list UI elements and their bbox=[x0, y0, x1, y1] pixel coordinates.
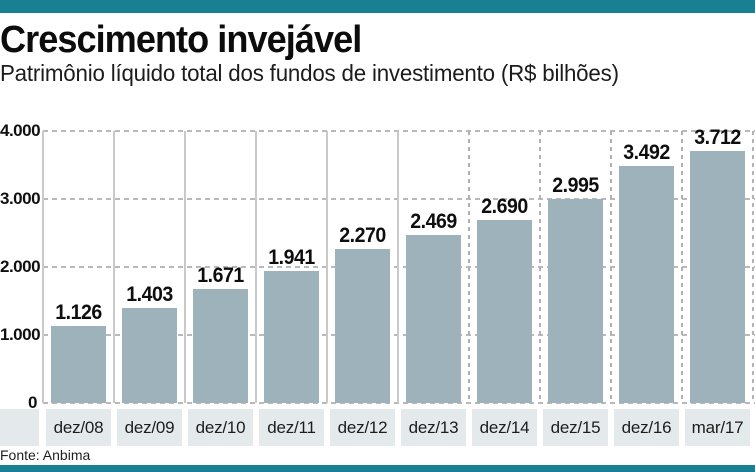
x-axis-label: dez/13 bbox=[401, 409, 466, 446]
bar-value-label: 3.712 bbox=[694, 126, 741, 149]
x-axis-label: dez/15 bbox=[543, 409, 608, 446]
bar-value-label: 2.995 bbox=[552, 174, 599, 197]
gridline-1.000 bbox=[43, 334, 755, 336]
chart-title: Crescimento invejável bbox=[0, 19, 362, 61]
bar-value-label: 1.941 bbox=[268, 246, 315, 269]
column-separator bbox=[397, 131, 399, 403]
x-axis-label: mar/17 bbox=[685, 409, 750, 446]
column-separator bbox=[681, 131, 683, 403]
x-axis-label: dez/11 bbox=[259, 409, 324, 446]
y-axis-label: 0 bbox=[28, 393, 37, 412]
bar-dez/11 bbox=[264, 271, 319, 403]
source-note: Fonte: Anbima bbox=[0, 447, 91, 463]
bar-dez/14 bbox=[477, 220, 532, 403]
bar-dez/12 bbox=[335, 249, 390, 403]
y-axis-line bbox=[42, 131, 44, 403]
bar-value-label: 2.270 bbox=[339, 224, 386, 247]
y-axis-label: 4.000 bbox=[0, 121, 41, 140]
x-axis-label: dez/14 bbox=[472, 409, 537, 446]
bar-value-label: 1.671 bbox=[197, 264, 244, 287]
top-accent-rule bbox=[0, 0, 755, 13]
column-separator bbox=[539, 131, 541, 403]
gridline-0 bbox=[43, 402, 755, 404]
x-axis-label: dez/12 bbox=[330, 409, 395, 446]
gridline-3.000 bbox=[43, 198, 755, 200]
bar-mar/17 bbox=[690, 151, 745, 403]
y-axis-label: 1.000 bbox=[0, 325, 41, 344]
y-axis-label: 3.000 bbox=[0, 189, 41, 208]
column-separator bbox=[610, 131, 612, 403]
bar-value-label: 2.469 bbox=[410, 210, 457, 233]
x-axis-label: dez/09 bbox=[117, 409, 182, 446]
y-axis-label: 2.000 bbox=[0, 257, 41, 276]
x-axis-label: dez/10 bbox=[188, 409, 253, 446]
bar-dez/16 bbox=[619, 166, 674, 403]
column-separator bbox=[113, 131, 115, 403]
column-separator bbox=[468, 131, 470, 403]
bottom-accent-rule bbox=[0, 465, 755, 472]
chart-subtitle: Patrimônio líquido total dos fundos de i… bbox=[0, 60, 619, 86]
column-separator bbox=[184, 131, 186, 403]
axis-band-corner-cell bbox=[0, 409, 39, 446]
x-axis-label: dez/08 bbox=[46, 409, 111, 446]
bar-dez/09 bbox=[122, 308, 177, 403]
bar-dez/13 bbox=[406, 235, 461, 403]
bar-dez/08 bbox=[51, 326, 106, 403]
bar-dez/15 bbox=[548, 199, 603, 403]
bar-value-label: 1.126 bbox=[55, 301, 102, 324]
column-separator bbox=[326, 131, 328, 403]
bar-value-label: 1.403 bbox=[126, 283, 173, 306]
bar-value-label: 2.690 bbox=[481, 195, 528, 218]
bar-value-label: 3.492 bbox=[623, 141, 670, 164]
column-separator bbox=[752, 131, 754, 403]
gridline-2.000 bbox=[43, 266, 755, 268]
gridline-4.000 bbox=[43, 130, 755, 132]
x-axis-label: dez/16 bbox=[614, 409, 679, 446]
column-separator bbox=[255, 131, 257, 403]
bar-dez/10 bbox=[193, 289, 248, 403]
